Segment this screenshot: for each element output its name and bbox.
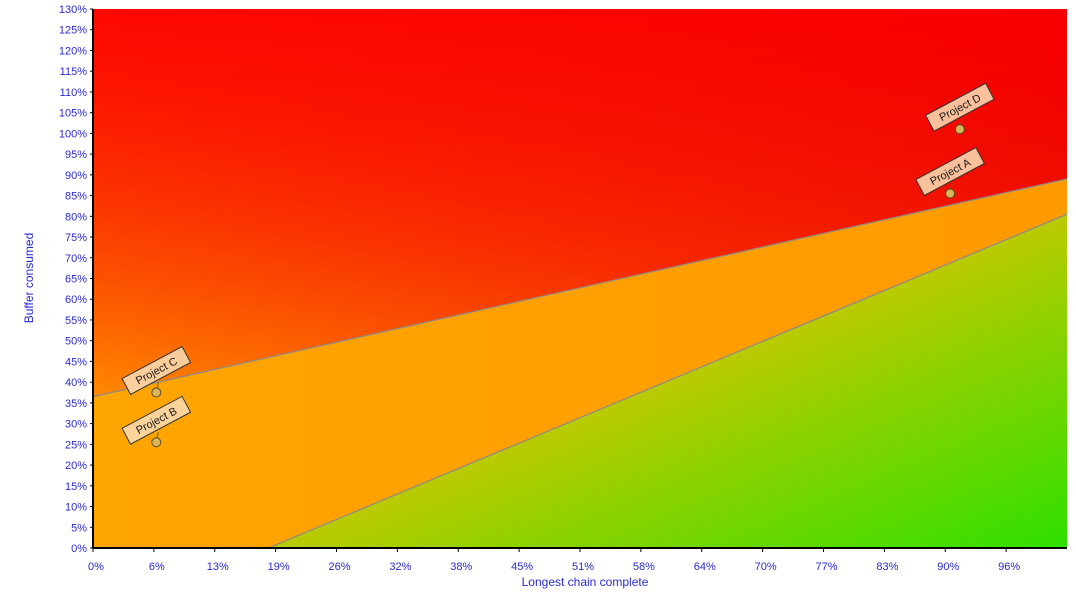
orange-zone xyxy=(93,178,1067,548)
y-tick-label: 85% xyxy=(65,191,87,203)
y-tick-label: 100% xyxy=(59,128,87,140)
x-tick-label: 19% xyxy=(268,561,290,573)
y-tick-label: 95% xyxy=(65,149,87,161)
y-axis-label: Buffer consumed xyxy=(22,233,36,324)
y-tick-label: 130% xyxy=(59,4,87,16)
x-tick-label: 83% xyxy=(876,561,898,573)
x-axis-label: Longest chain complete xyxy=(522,575,649,589)
x-tick-label: 13% xyxy=(207,561,229,573)
x-tick-label: 77% xyxy=(815,561,837,573)
point-marker[interactable] xyxy=(954,124,965,135)
x-tick-label: 51% xyxy=(572,561,594,573)
point-label-box xyxy=(121,345,192,396)
y-tick-label: 0% xyxy=(71,543,87,555)
x-tick-label: 26% xyxy=(328,561,350,573)
x-tick-label: 96% xyxy=(998,561,1020,573)
y-tick-label: 60% xyxy=(65,294,87,306)
upper-zone-boundary xyxy=(93,178,1067,398)
y-tick-label: 80% xyxy=(65,211,87,223)
y-tick-label: 5% xyxy=(71,522,87,534)
point-marker[interactable] xyxy=(151,437,162,448)
x-tick-label: 70% xyxy=(755,561,777,573)
y-tick-label: 25% xyxy=(65,439,87,451)
point-label-box xyxy=(924,82,995,132)
x-tick-label: 58% xyxy=(633,561,655,573)
y-tick-label: 40% xyxy=(65,377,87,389)
lower-zone-boundary xyxy=(268,213,1067,548)
y-tick-label: 20% xyxy=(65,460,87,472)
y-tick-label: 110% xyxy=(60,87,88,99)
y-tick-label: 105% xyxy=(59,108,87,120)
point-marker[interactable] xyxy=(945,188,956,199)
y-tick-label: 115% xyxy=(60,66,88,78)
x-tick-label: 32% xyxy=(389,561,411,573)
point-marker[interactable] xyxy=(151,387,162,398)
y-tick-label: 35% xyxy=(65,398,87,410)
data-point[interactable]: Project B xyxy=(121,395,192,448)
red-zone-shade xyxy=(93,9,1067,397)
point-label-box xyxy=(915,146,986,197)
y-tick-label: 65% xyxy=(65,274,87,286)
y-tick-label: 10% xyxy=(65,502,87,514)
y-tick-label: 45% xyxy=(65,356,87,368)
y-tick-label: 30% xyxy=(65,419,87,431)
y-tick-label: 15% xyxy=(65,481,87,493)
x-tick-label: 6% xyxy=(149,561,165,573)
x-tick-label: 45% xyxy=(511,561,533,573)
point-label-box xyxy=(121,395,192,445)
y-tick-label: 90% xyxy=(65,170,87,182)
y-tick-label: 125% xyxy=(59,25,87,37)
y-tick-label: 75% xyxy=(65,232,87,244)
y-tick-label: 50% xyxy=(65,336,87,348)
x-tick-label: 90% xyxy=(937,561,959,573)
x-tick-label: 64% xyxy=(694,561,716,573)
y-tick-label: 55% xyxy=(65,315,87,327)
y-tick-label: 120% xyxy=(59,45,87,57)
x-tick-label: 38% xyxy=(450,561,472,573)
y-tick-label: 70% xyxy=(65,253,87,265)
x-tick-label: 0% xyxy=(88,561,104,573)
